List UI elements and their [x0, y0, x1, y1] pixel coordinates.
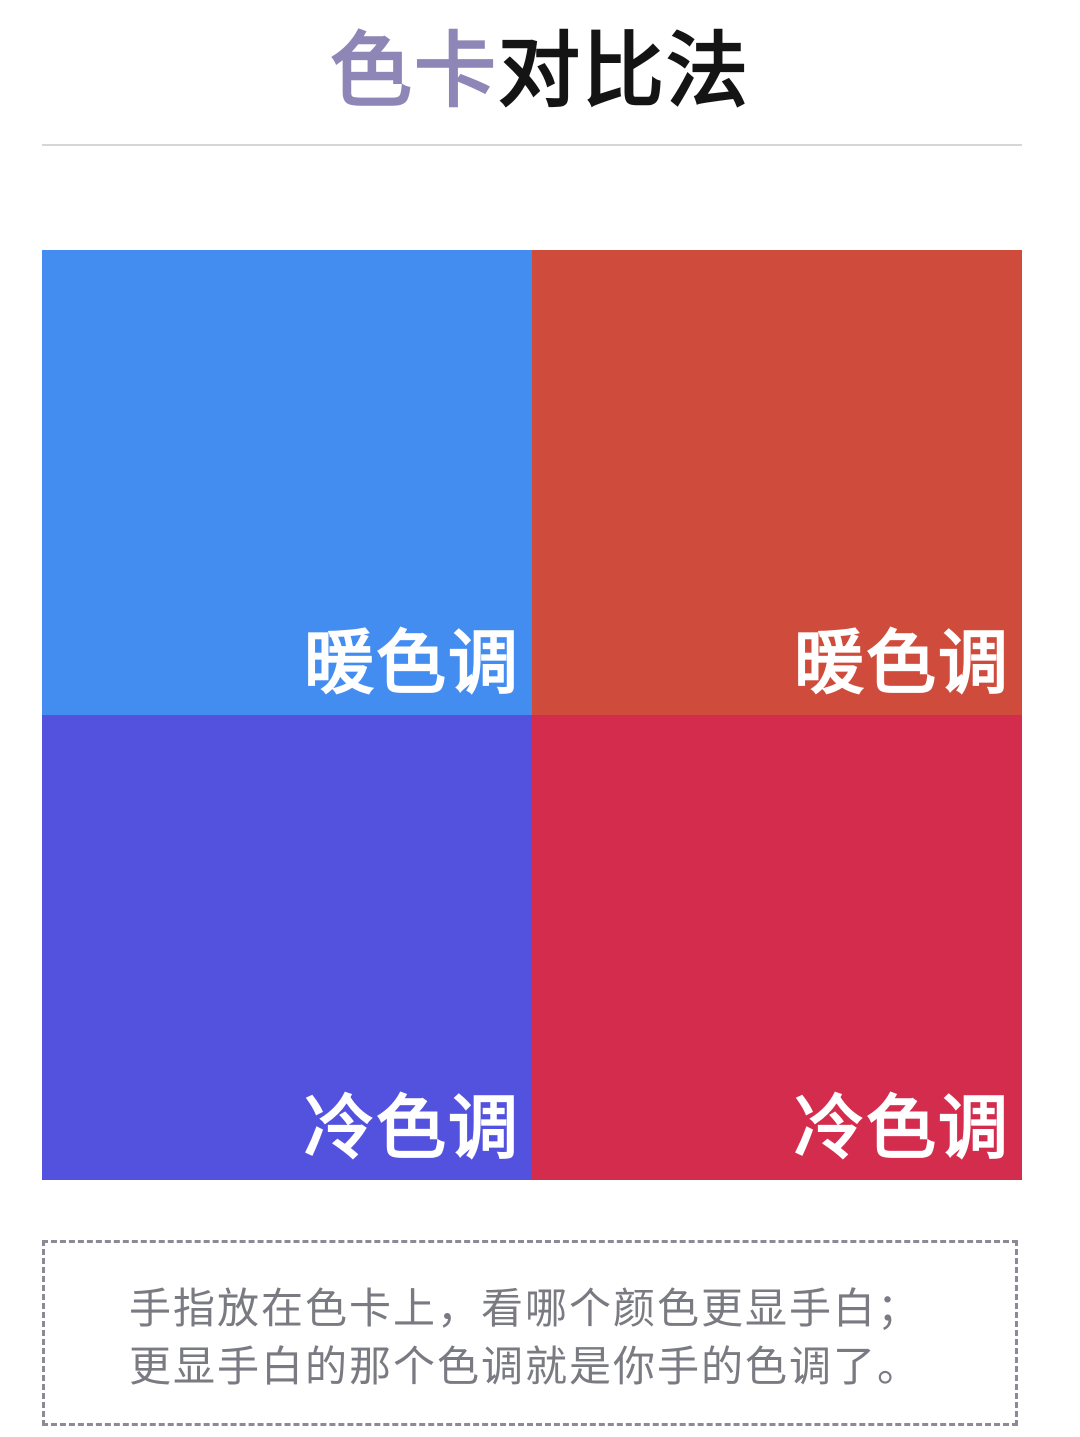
color-card-crimson: 冷色调: [532, 715, 1022, 1180]
color-card-blue: 暖色调: [42, 250, 532, 715]
instruction-line-1: 手指放在色卡上，看哪个颜色更显手白；: [129, 1284, 922, 1333]
title-main: 对比法: [498, 24, 751, 119]
page-title: 色卡对比法: [0, 22, 1080, 122]
card-label: 暖色调: [794, 622, 1010, 704]
card-label: 暖色调: [304, 622, 520, 704]
instruction-line-2: 更显手白的那个色调就是你手的色调了。: [129, 1342, 922, 1391]
color-card-orange-red: 暖色调: [532, 250, 1022, 715]
card-label: 冷色调: [794, 1087, 1010, 1169]
title-divider: [42, 144, 1022, 146]
title-accent: 色卡: [329, 24, 498, 119]
card-label: 冷色调: [304, 1087, 520, 1169]
color-card-grid: 暖色调 暖色调 冷色调 冷色调: [42, 250, 1022, 1180]
instruction-box: 手指放在色卡上，看哪个颜色更显手白； 更显手白的那个色调就是你手的色调了。: [42, 1240, 1018, 1426]
color-card-violet-blue: 冷色调: [42, 715, 532, 1180]
